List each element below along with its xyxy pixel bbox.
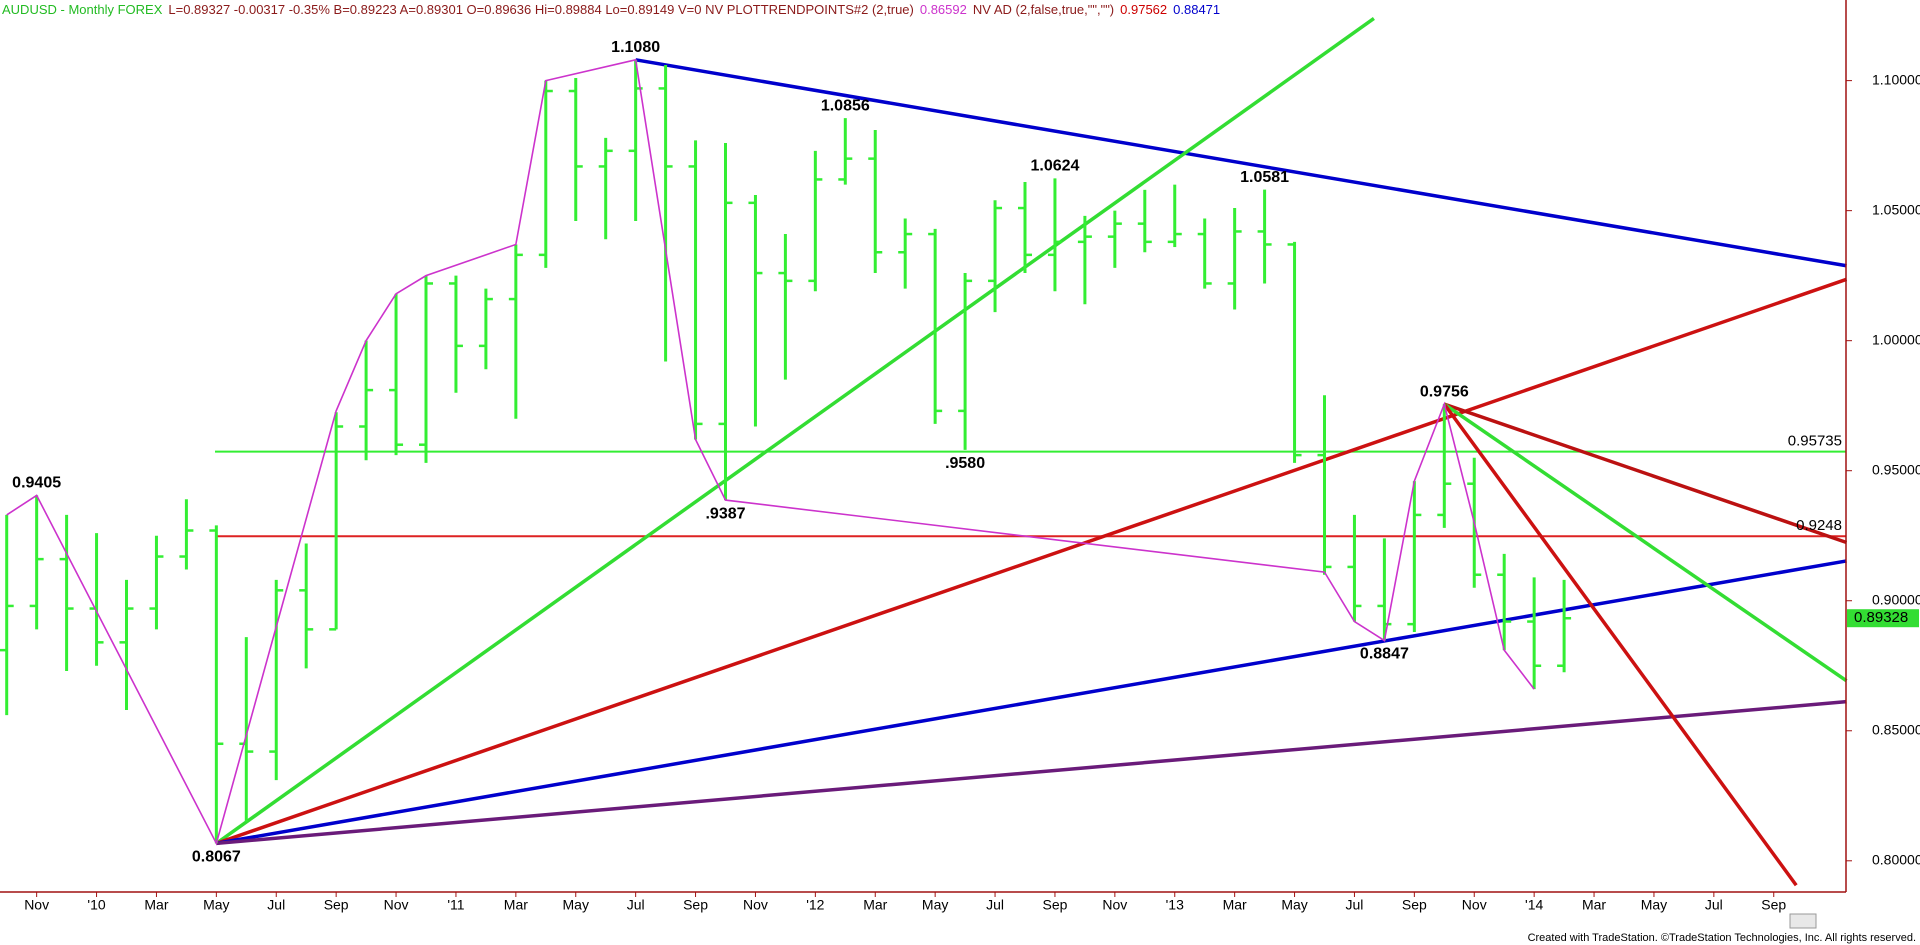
x-tick-label: Jul (267, 897, 285, 913)
x-tick-label: '14 (1525, 897, 1543, 913)
y-tick-label: 1.10000 (1872, 71, 1920, 87)
pivot-label: 0.8847 (1360, 646, 1409, 663)
trendline (216, 559, 1847, 846)
y-tick-label: 0.90000 (1872, 591, 1920, 607)
x-tick-label: Jul (986, 897, 1004, 913)
pivot-label: .9580 (945, 455, 985, 472)
x-tick-label: Jul (1705, 897, 1723, 913)
x-tick-label: Mar (1582, 897, 1606, 913)
footer: Created with TradeStation. ©TradeStation… (1528, 932, 1916, 944)
pivot-label: 1.0856 (821, 97, 870, 114)
last-price-label: 0.89328 (1854, 609, 1908, 626)
y-tick-label: 0.85000 (1872, 721, 1920, 737)
trendline (1443, 402, 1848, 683)
y-tick-label: 0.95000 (1872, 461, 1920, 477)
trendline (635, 58, 1847, 268)
header-part: L=0.89327 -0.00317 -0.35% B=0.89223 A=0.… (168, 2, 913, 17)
pivot-label: 0.9405 (12, 475, 61, 492)
trendline (215, 277, 1848, 846)
last-price-box (1847, 609, 1919, 628)
x-tick-label: Mar (863, 897, 887, 913)
plot-area (0, 17, 1848, 887)
x-tick-label: May (203, 897, 229, 913)
zigzag-line (6, 58, 1535, 846)
x-tick-label: Sep (1402, 897, 1427, 913)
header-part: AUDUSD - Monthly FOREX (2, 2, 163, 17)
x-tick-label: Sep (683, 897, 708, 913)
x-tick-label: Mar (144, 897, 168, 913)
level-label: 0.95735 (1788, 433, 1842, 450)
pivot-label: 0.9756 (1420, 383, 1469, 400)
x-tick-label: Jul (1345, 897, 1363, 913)
header-part: 0.86592 (920, 2, 967, 17)
level-label: 0.9248 (1796, 517, 1842, 534)
x-tick-label: Nov (1102, 897, 1127, 913)
pivot-label: 1.1080 (611, 39, 660, 56)
x-tick-label: May (922, 897, 948, 913)
pivot-label: .9387 (705, 505, 745, 522)
x-tick-label: '11 (447, 897, 464, 913)
pivot-label: 0.8067 (192, 849, 241, 866)
header-part: 0.97562 (1120, 2, 1167, 17)
trendline (1443, 402, 1848, 545)
pivot-label: 1.0624 (1030, 158, 1079, 175)
x-tick-label: Sep (324, 897, 349, 913)
header-part: 0.88471 (1173, 2, 1220, 17)
chart-header: AUDUSD - Monthly FOREX L=0.89327 -0.00317… (2, 2, 1220, 17)
y-tick-label: 1.00000 (1872, 331, 1920, 347)
y-tick-label: 0.80000 (1872, 851, 1920, 867)
x-tick-label: '10 (87, 897, 105, 913)
x-tick-label: Nov (1462, 897, 1487, 913)
x-tick-label: Mar (504, 897, 528, 913)
x-tick-label: Jul (627, 897, 645, 913)
x-tick-label: May (563, 897, 589, 913)
header-part: NV AD (2,false,true,"","") (973, 2, 1114, 17)
trendline (216, 699, 1847, 846)
x-tick-label: May (1281, 897, 1307, 913)
scrollbar-thumb[interactable] (1789, 913, 1817, 929)
trendline (1442, 403, 1798, 887)
x-tick-label: '12 (806, 897, 824, 913)
x-tick-label: Nov (384, 897, 409, 913)
trendline (215, 17, 1375, 845)
x-tick-label: Sep (1761, 897, 1786, 913)
x-tick-label: Nov (24, 897, 49, 913)
x-tick-label: May (1641, 897, 1667, 913)
pivot-label: 1.0581 (1240, 169, 1289, 186)
x-tick-label: Mar (1223, 897, 1247, 913)
x-tick-label: Sep (1042, 897, 1067, 913)
x-tick-label: Nov (743, 897, 768, 913)
y-tick-label: 1.05000 (1872, 201, 1920, 217)
x-tick-label: '13 (1166, 897, 1184, 913)
